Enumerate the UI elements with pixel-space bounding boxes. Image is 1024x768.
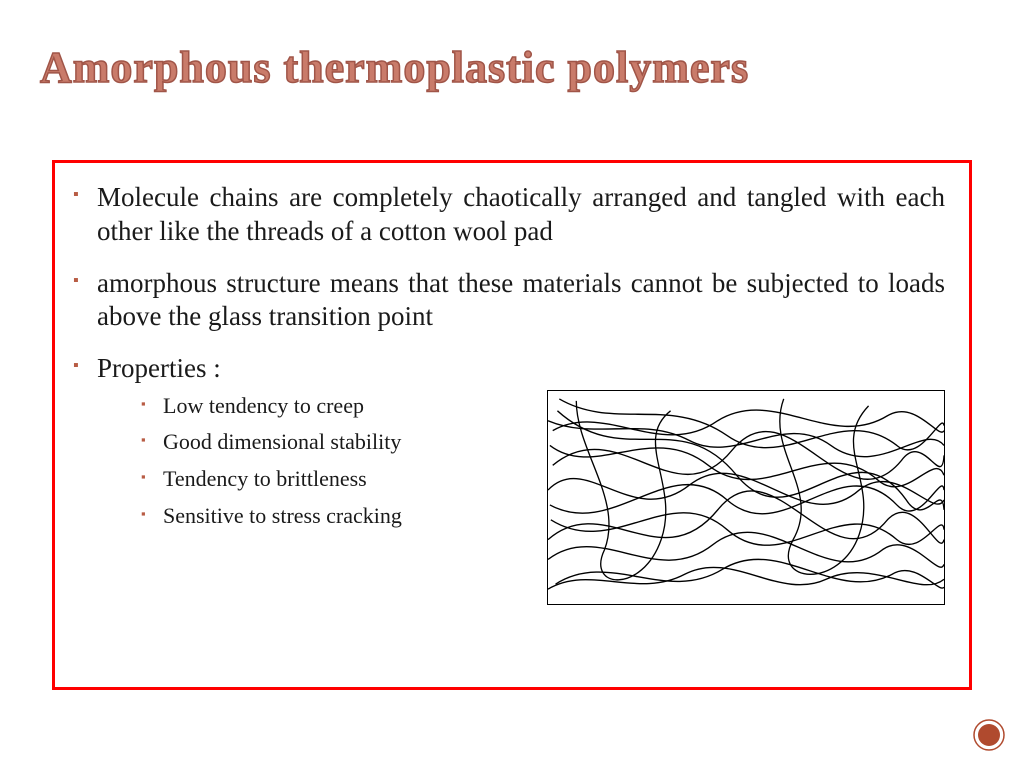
content-box: Molecule chains are completely chaotical… [52,160,972,690]
sub-bullet-item: Sensitive to stress cracking [141,502,537,531]
polymer-chain-diagram [547,390,945,605]
slide-title: Amorphous thermoplastic polymers [40,42,749,93]
sub-bullet-item: Low tendency to creep [141,392,537,421]
bullet-item: amorphous structure means that these mat… [73,267,945,335]
sub-bullet-item: Tendency to brittleness [141,465,537,494]
bullet-item: Molecule chains are completely chaotical… [73,181,945,249]
sub-list-wrap: Low tendency to creep Good dimensional s… [97,386,537,538]
properties-row: Low tendency to creep Good dimensional s… [97,386,945,605]
corner-badge-icon [972,718,1006,752]
sub-bullet-list: Low tendency to creep Good dimensional s… [141,392,537,530]
bullet-item-properties: Properties : Low tendency to creep Good … [73,352,945,605]
bullet-label: Properties : [97,353,221,383]
sub-bullet-item: Good dimensional stability [141,428,537,457]
main-bullet-list: Molecule chains are completely chaotical… [73,181,945,605]
